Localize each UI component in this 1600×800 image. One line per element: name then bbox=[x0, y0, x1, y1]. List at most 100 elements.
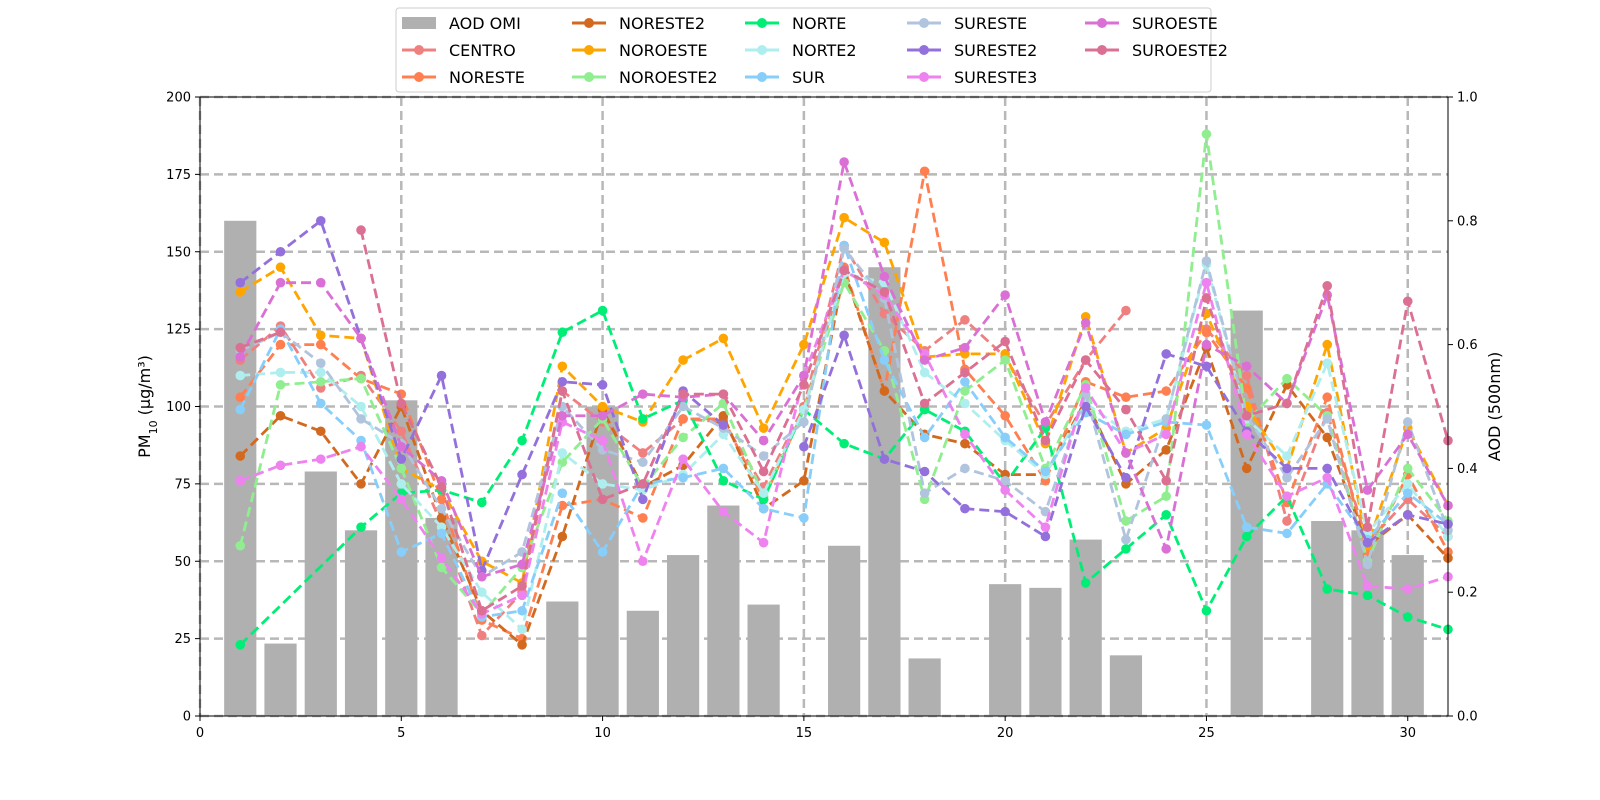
legend-label: AOD OMI bbox=[449, 14, 521, 33]
legend-swatch-marker bbox=[1097, 45, 1107, 55]
data-point bbox=[678, 454, 688, 464]
data-point bbox=[1121, 305, 1131, 316]
data-point bbox=[1241, 410, 1252, 421]
data-point bbox=[718, 389, 729, 399]
data-point bbox=[839, 330, 849, 341]
data-point bbox=[597, 305, 608, 316]
data-point bbox=[275, 460, 286, 471]
data-point bbox=[436, 553, 447, 563]
legend-label: SUROESTE2 bbox=[1132, 41, 1228, 60]
legend-item: NOROESTE bbox=[572, 41, 707, 60]
data-point bbox=[1080, 383, 1091, 393]
data-point bbox=[960, 367, 970, 378]
data-point bbox=[1362, 485, 1373, 495]
data-point bbox=[1121, 544, 1131, 554]
data-point bbox=[1402, 479, 1413, 489]
data-point bbox=[557, 361, 568, 372]
data-point bbox=[638, 556, 648, 567]
legend-item: NOROESTE2 bbox=[572, 68, 718, 87]
y-left-tick-label: 200 bbox=[166, 91, 191, 106]
axes: 0 5 10 15 20 25 30 0 25 50 75 100 125 150 175 200 0.0 0.2… bbox=[135, 91, 1504, 742]
y-right-tick-label: 0.6 bbox=[1457, 338, 1478, 353]
data-point bbox=[879, 287, 890, 297]
data-point bbox=[477, 571, 487, 582]
data-point bbox=[1241, 522, 1252, 533]
legend-label: CENTRO bbox=[449, 41, 516, 60]
legend-swatch-marker bbox=[919, 45, 929, 55]
data-point bbox=[356, 522, 366, 533]
data-point bbox=[597, 401, 608, 412]
aod-bar bbox=[1029, 587, 1062, 716]
data-point bbox=[1000, 355, 1010, 365]
legend-label: SURESTE bbox=[954, 14, 1027, 33]
data-point bbox=[356, 401, 366, 412]
aod-bar bbox=[828, 545, 861, 716]
data-point bbox=[718, 420, 729, 430]
data-point bbox=[315, 339, 326, 350]
x-tick-label: 0 bbox=[196, 726, 204, 741]
data-point bbox=[597, 494, 608, 505]
y-left-tick-label: 125 bbox=[166, 323, 191, 338]
data-point bbox=[1241, 429, 1252, 440]
data-point bbox=[1121, 516, 1131, 526]
data-point bbox=[1402, 417, 1413, 427]
x-tick-label: 15 bbox=[796, 726, 813, 741]
x-tick-label: 10 bbox=[594, 726, 611, 741]
data-point bbox=[1000, 290, 1010, 300]
legend-swatch-marker bbox=[414, 45, 424, 55]
aod-bar bbox=[1069, 539, 1102, 716]
data-point bbox=[1000, 475, 1010, 486]
data-point bbox=[1000, 432, 1010, 443]
data-point bbox=[235, 277, 246, 288]
data-point bbox=[1282, 491, 1292, 502]
data-point bbox=[275, 262, 286, 273]
data-point bbox=[235, 451, 246, 461]
data-point bbox=[839, 438, 849, 449]
data-point bbox=[1201, 420, 1212, 430]
legend-item: NORTE bbox=[745, 14, 846, 33]
data-point bbox=[396, 454, 407, 464]
data-point bbox=[517, 624, 527, 635]
data-point bbox=[879, 271, 890, 282]
legend-item: CENTRO bbox=[402, 41, 516, 60]
data-point bbox=[879, 454, 890, 464]
data-point bbox=[718, 475, 729, 486]
data-point bbox=[960, 463, 970, 474]
data-point bbox=[960, 429, 970, 440]
data-point bbox=[879, 355, 890, 365]
legend-item: AOD OMI bbox=[402, 14, 521, 33]
data-point bbox=[1322, 472, 1333, 483]
data-point bbox=[1322, 339, 1333, 350]
data-point bbox=[1201, 256, 1212, 266]
data-point bbox=[1282, 516, 1292, 526]
legend-item: NORESTE2 bbox=[572, 14, 705, 33]
data-point bbox=[315, 277, 326, 288]
y-left-axis-label: PM10 (μg/m³) bbox=[135, 355, 160, 458]
data-point bbox=[638, 494, 648, 505]
data-point bbox=[919, 355, 930, 365]
data-point bbox=[1362, 522, 1373, 533]
legend-swatch-marker bbox=[584, 72, 594, 82]
data-point bbox=[799, 441, 809, 452]
legend-swatch-marker bbox=[414, 72, 424, 82]
data-point bbox=[396, 463, 407, 474]
data-point bbox=[1040, 435, 1051, 446]
legend-label: NOROESTE2 bbox=[619, 68, 718, 87]
series-suroeste2 bbox=[235, 225, 1453, 616]
data-point bbox=[1080, 355, 1091, 365]
aod-bar bbox=[747, 604, 780, 716]
aod-bar bbox=[908, 658, 941, 716]
data-point bbox=[1121, 448, 1131, 458]
data-point bbox=[1402, 510, 1413, 520]
data-point bbox=[396, 441, 407, 452]
data-point bbox=[597, 410, 608, 421]
aod-bar bbox=[1311, 521, 1344, 716]
legend-swatch bbox=[402, 17, 436, 29]
data-point bbox=[839, 243, 849, 254]
data-point bbox=[356, 373, 366, 384]
y-left-tick-label: 0 bbox=[183, 710, 191, 725]
data-point bbox=[1080, 401, 1091, 412]
y-left-tick-label: 25 bbox=[174, 632, 191, 647]
data-point bbox=[235, 540, 246, 551]
data-point bbox=[597, 479, 608, 489]
